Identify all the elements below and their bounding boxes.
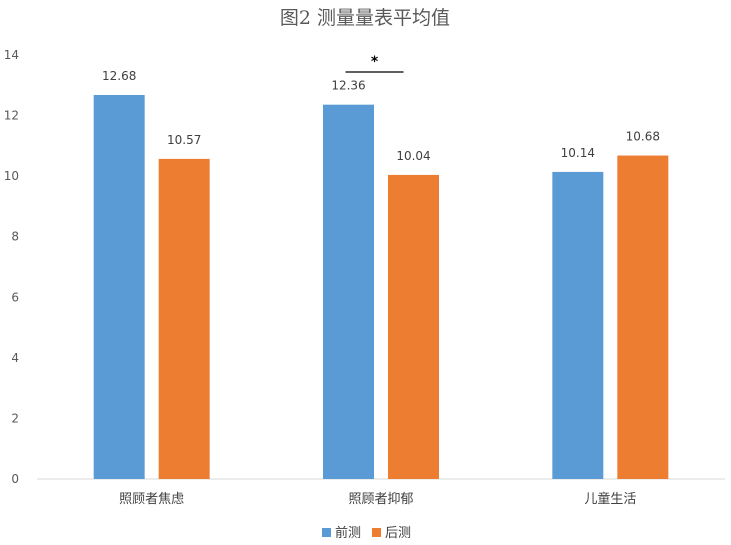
y-tick-label: 14	[4, 48, 19, 62]
data-label: 10.57	[167, 133, 201, 147]
category-label: 儿童生活	[584, 491, 636, 507]
y-tick-label: 4	[11, 351, 19, 365]
y-tick-label: 2	[11, 411, 19, 425]
y-tick-label: 0	[11, 472, 19, 486]
y-tick-label: 12	[4, 109, 19, 123]
y-axis: 0 2 4 6 8 10 12 14	[4, 48, 19, 486]
legend-label: 前测	[335, 525, 361, 541]
data-label: 10.04	[396, 149, 430, 163]
category-labels-group: 照顾者焦虑 照顾者抑郁 儿童生活	[119, 491, 636, 507]
y-tick-label: 10	[4, 169, 19, 183]
bar-series-1-cat-1	[388, 174, 439, 479]
chart-title: 图2 测量量表平均值	[280, 7, 450, 29]
category-label: 照顾者焦虑	[119, 492, 184, 507]
bars-group	[93, 94, 669, 479]
category-label: 照顾者抑郁	[348, 492, 413, 507]
data-label: 12.68	[102, 69, 136, 83]
y-tick-label: 6	[11, 290, 19, 304]
annotations-group: *	[345, 54, 404, 73]
data-label: 10.68	[626, 130, 660, 144]
bar-series-1-cat-0	[158, 158, 210, 479]
data-labels-group: 12.68 10.57 12.36 10.04 10.14 10.68	[102, 69, 660, 163]
data-label: 12.36	[331, 79, 365, 93]
bar-series-1-cat-2	[617, 155, 669, 479]
legend: 前测 后测	[322, 525, 411, 541]
bar-series-0-cat-2	[552, 171, 604, 479]
legend-label: 后测	[385, 526, 411, 541]
bar-series-0-cat-1	[323, 104, 374, 479]
significance-marker: *	[371, 54, 379, 70]
data-label: 10.14	[561, 146, 595, 160]
legend-swatch-0	[322, 528, 331, 537]
y-tick-label: 8	[11, 230, 19, 244]
bar-series-0-cat-0	[93, 94, 145, 479]
legend-swatch-1	[372, 528, 381, 537]
